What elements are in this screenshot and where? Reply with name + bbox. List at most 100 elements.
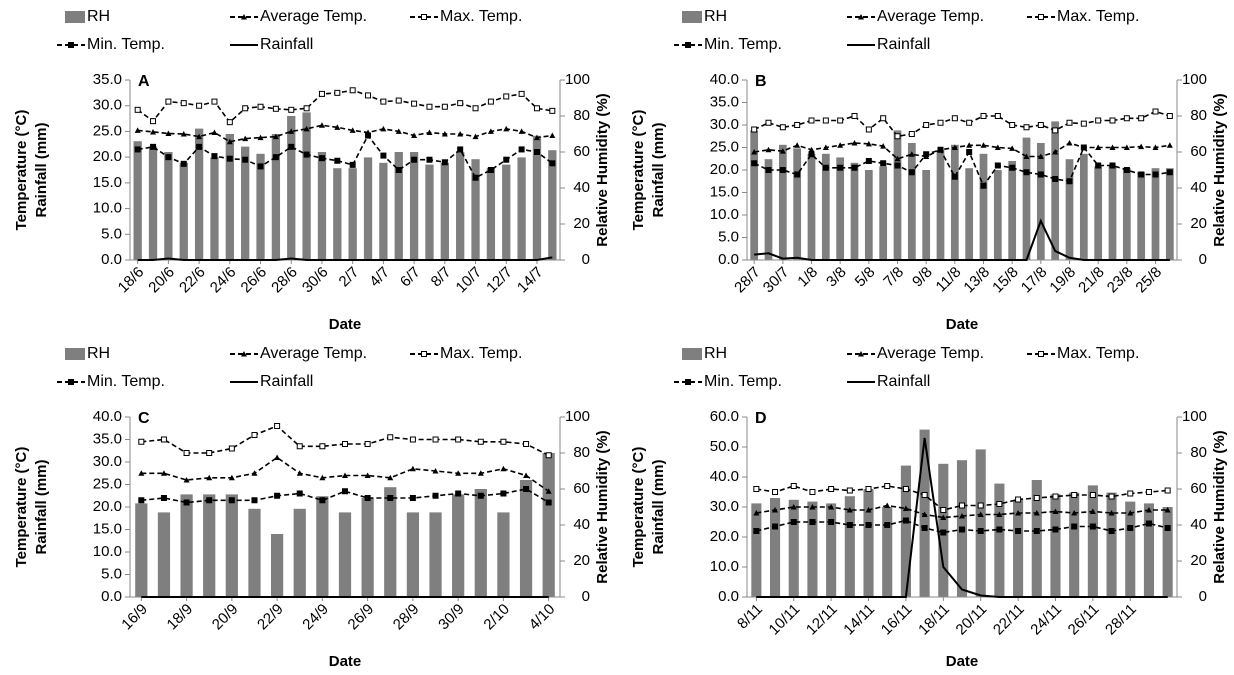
point-marker	[865, 158, 872, 164]
point-marker	[1166, 169, 1173, 176]
point-marker	[1123, 115, 1130, 122]
y2-tick-label: 60	[1190, 143, 1207, 160]
point-marker	[365, 132, 372, 139]
x-tick-label: 22/11	[990, 601, 1028, 639]
x-tick-label: 28/9	[390, 601, 423, 634]
y-tick-label: 20.0	[93, 148, 122, 165]
point-marker	[1066, 140, 1073, 146]
y2-tick-label: 40	[1190, 179, 1207, 196]
point-marker	[851, 140, 858, 146]
panel-label: C	[138, 410, 150, 427]
bar	[1125, 501, 1136, 597]
bar	[750, 130, 759, 260]
point-marker	[500, 438, 507, 445]
point-marker	[500, 465, 507, 472]
y2-tick-label: 80	[573, 107, 590, 124]
point-marker	[296, 443, 303, 450]
point-marker	[196, 133, 203, 140]
bar	[1050, 494, 1061, 597]
point-marker	[765, 119, 772, 126]
point-marker	[395, 128, 402, 134]
x-tick-label: 16/9	[118, 601, 151, 634]
point-marker	[206, 450, 213, 456]
point-marker	[272, 105, 279, 112]
point-marker	[349, 161, 356, 168]
series-line	[754, 218, 1170, 261]
legend-label: Average Temp.	[877, 8, 984, 25]
point-marker	[1138, 143, 1145, 150]
point-marker	[1066, 119, 1073, 126]
point-marker	[751, 149, 758, 155]
bar	[502, 164, 511, 260]
point-marker	[251, 432, 258, 438]
point-marker	[1037, 171, 1044, 178]
bar	[248, 508, 261, 597]
bar	[922, 170, 931, 260]
point-marker	[1145, 507, 1152, 513]
point-marker	[242, 156, 249, 163]
point-marker	[150, 118, 157, 125]
point-marker	[994, 162, 1001, 169]
point-marker	[545, 452, 552, 459]
point-marker	[1080, 144, 1087, 151]
point-marker	[503, 125, 510, 132]
x-tick-label: 22/6	[176, 264, 209, 297]
point-marker	[902, 505, 909, 511]
point-marker	[1109, 117, 1116, 124]
y-axis-label: Rainfall (mm)	[650, 122, 667, 217]
point-marker	[503, 156, 510, 163]
point-marker	[865, 522, 872, 528]
point-marker	[1138, 171, 1145, 178]
point-marker	[500, 490, 507, 497]
point-marker	[432, 468, 439, 474]
bar	[148, 146, 158, 260]
point-marker	[794, 142, 801, 148]
point-marker	[1009, 164, 1016, 171]
bar	[157, 512, 171, 597]
bar	[225, 494, 238, 597]
point-marker	[937, 146, 944, 153]
point-marker	[242, 135, 249, 142]
point-marker	[1015, 528, 1022, 534]
point-marker	[432, 492, 439, 499]
x-tick-label: 26/6	[237, 264, 270, 297]
point-marker	[211, 153, 218, 160]
point-marker	[395, 97, 402, 104]
bar	[363, 157, 373, 260]
point-marker	[753, 486, 760, 492]
legend-label: Max. Temp.	[440, 345, 522, 362]
point-marker	[409, 465, 416, 472]
x-tick-label: 23/8	[1104, 264, 1137, 297]
point-marker	[165, 154, 172, 161]
point-marker	[1166, 113, 1173, 119]
y-tick-label: 60.0	[710, 408, 739, 425]
point-marker	[455, 436, 462, 443]
point-marker	[790, 483, 797, 489]
point-marker	[966, 142, 973, 148]
point-marker	[837, 142, 844, 148]
x-tick-label: 11/8	[933, 264, 965, 296]
point-marker	[138, 438, 145, 445]
point-marker	[257, 163, 264, 170]
point-marker	[457, 100, 464, 107]
bar	[348, 168, 357, 260]
legend-marker	[421, 351, 427, 357]
point-marker	[477, 492, 484, 499]
series-line	[137, 256, 553, 261]
bar	[384, 487, 397, 597]
point-marker	[902, 486, 909, 492]
point-marker	[1080, 120, 1087, 127]
point-marker	[206, 474, 213, 481]
point-marker	[1138, 115, 1145, 122]
point-marker	[426, 103, 433, 110]
point-marker	[1095, 117, 1102, 124]
y2-axis-label: Relative Humidity (%)	[1211, 93, 1228, 246]
bar	[406, 512, 420, 597]
point-marker	[880, 143, 887, 149]
legend-label: Min. Temp.	[87, 36, 165, 53]
y2-tick-label: 80	[573, 444, 590, 461]
point-marker	[940, 507, 947, 513]
bar	[1087, 485, 1098, 597]
point-marker	[1023, 124, 1030, 131]
x-tick-label: 3/8	[823, 264, 850, 291]
